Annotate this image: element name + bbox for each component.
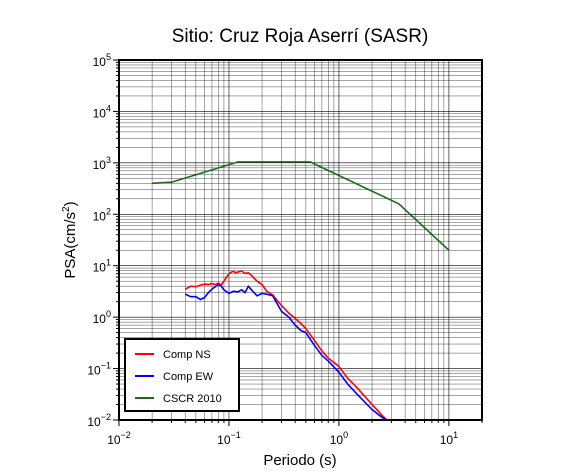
y-tick-label: 10−1 bbox=[87, 361, 111, 378]
y-axis-title-tail: ) bbox=[62, 201, 79, 206]
x-tick-label: 10−2 bbox=[107, 430, 131, 447]
series-layer bbox=[152, 161, 450, 420]
y-tick-label: 102 bbox=[93, 206, 111, 223]
ticks: 10−2 10−1 100 101 10−2 10−1 100 101 102 103 104 105 bbox=[87, 52, 483, 447]
x-axis-title: Periodo (s) bbox=[263, 452, 336, 469]
plot-frame bbox=[118, 59, 483, 421]
legend-label: Comp EW bbox=[163, 371, 214, 383]
legend: Comp NS Comp EW CSCR 2010 bbox=[124, 338, 240, 412]
legend-label: CSCR 2010 bbox=[163, 393, 222, 405]
y-tick-label: 103 bbox=[93, 155, 111, 172]
chart-title: Sitio: Cruz Roja Aserrí (SASR) bbox=[172, 26, 429, 47]
series-line-1 bbox=[184, 270, 389, 420]
grid bbox=[118, 59, 483, 421]
y-axis-title-base: PSA(cm/s bbox=[62, 212, 79, 279]
y-axis-title: PSA(cm/s2) bbox=[61, 201, 79, 278]
x-tick-label: 10−1 bbox=[217, 430, 241, 447]
x-tick-label: 100 bbox=[330, 430, 348, 447]
legend-label: Comp NS bbox=[163, 349, 211, 361]
x-tick-label: 101 bbox=[440, 430, 458, 447]
y-tick-label: 101 bbox=[93, 258, 111, 275]
y-tick-label: 104 bbox=[93, 103, 111, 120]
series-line-3 bbox=[152, 161, 450, 251]
y-axis-title-sup: 2 bbox=[61, 206, 72, 212]
series-line-2 bbox=[184, 283, 388, 420]
y-tick-label: 100 bbox=[93, 309, 111, 326]
y-tick-label: 105 bbox=[93, 52, 111, 69]
y-tick-label: 10−2 bbox=[87, 412, 111, 429]
